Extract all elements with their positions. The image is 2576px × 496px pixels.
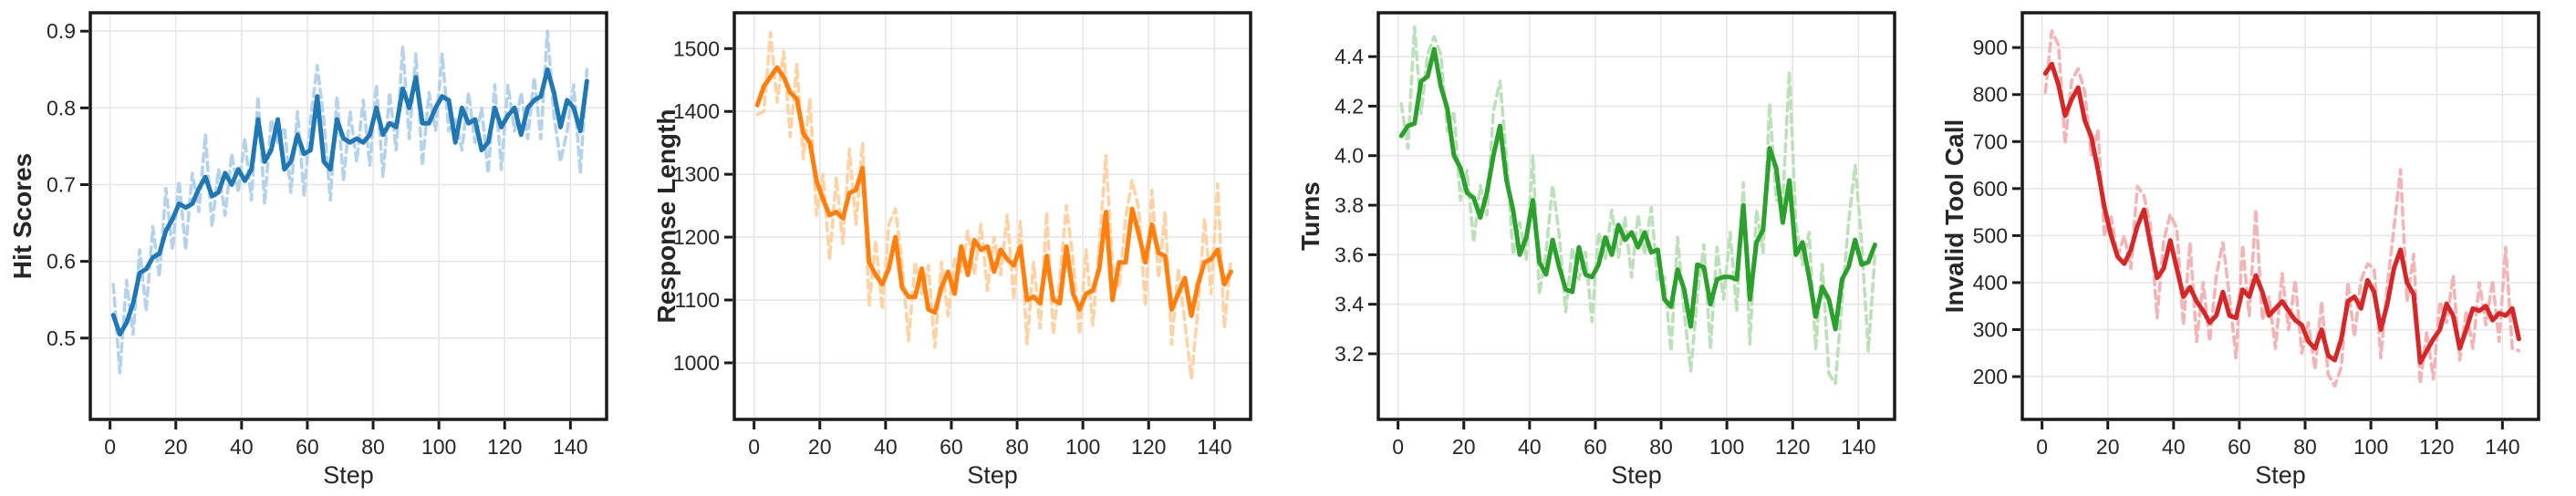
- x-tick-label: 0: [1392, 435, 1404, 459]
- y-tick-label: 3.6: [1335, 243, 1364, 266]
- series-group: [110, 29, 589, 375]
- y-tick-label: 900: [1973, 36, 2008, 59]
- y-tick-label: 600: [1973, 177, 2008, 201]
- series-group: [754, 31, 1233, 381]
- x-tick-label: 80: [1649, 435, 1673, 459]
- x-tick-label: 20: [164, 435, 188, 459]
- y-tick-label: 1000: [673, 351, 720, 375]
- x-tick-label: 60: [2228, 435, 2251, 459]
- x-tick-label: 100: [1709, 435, 1744, 459]
- plot-background: [0, 0, 644, 496]
- gridlines: [734, 13, 1251, 419]
- x-axis-label: Step: [2255, 461, 2306, 489]
- y-tick-label: 3.2: [1335, 342, 1364, 366]
- x-tick-label: 20: [2096, 435, 2120, 459]
- smoothed-series-line: [2042, 61, 2521, 366]
- x-tick-label: 0: [2036, 435, 2048, 459]
- x-tick-label: 100: [421, 435, 456, 459]
- y-tick-label: 0.8: [47, 96, 76, 119]
- plot-border: [732, 11, 1252, 421]
- y-axis-label: Response Length: [652, 109, 680, 324]
- chart-hit-scores: 0 20 40 60 80 100 120 140 0.5 0.6 0.7 0.8 0.9 Step Hit…: [0, 0, 644, 496]
- y-tick-label: 0.6: [47, 250, 76, 274]
- y-tick-label: 4.2: [1335, 94, 1364, 118]
- smoothed-series-line: [110, 67, 589, 337]
- raw-series-line: [755, 31, 1233, 381]
- y-tick-label: 0.7: [47, 172, 76, 196]
- tick-marks: [724, 46, 1216, 429]
- x-tick-label: 120: [487, 435, 522, 459]
- tick-labels: 0 20 40 60 80 100 120 140 3.2 3.4 3.6 3.8 4.0 4.2 4.4: [1335, 45, 1876, 459]
- tick-labels: 0 20 40 60 80 100 120 140 0.5 0.6 0.7 0.8 0.9: [47, 19, 588, 459]
- x-tick-label: 40: [1518, 435, 1542, 459]
- x-tick-label: 140: [1841, 435, 1875, 459]
- chart-invalid-tool-call: 0 20 40 60 80 100 120 140 200 300 400 500 600 700 800 9…: [1932, 0, 2576, 496]
- y-tick-label: 1400: [673, 99, 720, 123]
- x-tick-label: 120: [1131, 435, 1166, 459]
- tick-marks: [1368, 55, 1860, 429]
- x-tick-label: 60: [1584, 435, 1607, 459]
- x-tick-label: 100: [1065, 435, 1100, 459]
- y-tick-label: 4.4: [1335, 45, 1364, 68]
- raw-series-line: [2043, 29, 2521, 388]
- y-tick-label: 0.5: [47, 326, 76, 350]
- y-tick-label: 1200: [673, 225, 720, 249]
- y-tick-label: 3.4: [1335, 293, 1364, 316]
- plot-border: [2020, 11, 2540, 421]
- plot-border: [1376, 11, 1896, 421]
- tick-labels: 0 20 40 60 80 100 120 140 1000 1100 1200 1300 1400 15…: [673, 36, 1232, 459]
- x-axis-label: Step: [1611, 461, 1662, 489]
- series-group: [2042, 29, 2521, 388]
- x-tick-label: 140: [2485, 435, 2519, 459]
- smoothed-series-line: [1398, 46, 1877, 332]
- gridlines: [90, 13, 607, 419]
- x-tick-label: 80: [361, 435, 385, 459]
- x-tick-label: 0: [104, 435, 116, 459]
- y-tick-label: 700: [1973, 129, 2008, 153]
- y-tick-label: 400: [1973, 271, 2008, 294]
- y-tick-label: 300: [1973, 318, 2008, 342]
- y-tick-label: 3.8: [1335, 193, 1364, 217]
- y-axis-label: Invalid Tool Call: [1940, 119, 1968, 314]
- chart-response-length: 0 20 40 60 80 100 120 140 1000 1100 1200 1300 1400 15…: [644, 0, 1288, 496]
- x-tick-label: 60: [940, 435, 963, 459]
- y-tick-label: 0.9: [47, 19, 76, 43]
- x-tick-label: 60: [296, 435, 319, 459]
- x-tick-label: 40: [230, 435, 254, 459]
- raw-series-line: [1399, 25, 1877, 386]
- y-tick-label: 800: [1973, 83, 2008, 107]
- y-tick-label: 500: [1973, 223, 2008, 247]
- x-tick-label: 80: [2293, 435, 2317, 459]
- chart-turns: 0 20 40 60 80 100 120 140 3.2 3.4 3.6 3.8 4.0 4.2 4.4 S…: [1288, 0, 1932, 496]
- y-tick-label: 1100: [675, 288, 720, 312]
- gridlines: [2022, 13, 2539, 419]
- series-group: [1398, 25, 1877, 386]
- x-tick-label: 40: [2162, 435, 2186, 459]
- x-tick-label: 120: [2419, 435, 2454, 459]
- y-axis-label: Hit Scores: [8, 153, 36, 280]
- y-axis-label: Turns: [1296, 181, 1324, 251]
- x-tick-label: 40: [874, 435, 898, 459]
- y-tick-label: 1300: [673, 162, 720, 186]
- x-tick-label: 120: [1775, 435, 1810, 459]
- x-axis-label: Step: [967, 461, 1018, 489]
- tick-labels: 0 20 40 60 80 100 120 140 200 300 400 500 600 700 800 9…: [1973, 36, 2520, 459]
- plot-border: [88, 11, 608, 421]
- y-tick-label: 4.0: [1335, 144, 1364, 168]
- y-tick-label: 200: [1973, 365, 2008, 388]
- x-tick-label: 100: [2353, 435, 2388, 459]
- x-tick-label: 140: [1197, 435, 1231, 459]
- y-tick-label: 1500: [673, 36, 720, 60]
- tick-marks: [2012, 46, 2504, 429]
- x-tick-label: 80: [1005, 435, 1029, 459]
- x-tick-label: 20: [1452, 435, 1476, 459]
- x-tick-label: 140: [553, 435, 587, 459]
- smoothed-series-line: [754, 65, 1233, 318]
- raw-series-line: [111, 29, 589, 375]
- x-tick-label: 20: [808, 435, 832, 459]
- tick-marks: [80, 29, 572, 429]
- x-tick-label: 0: [748, 435, 760, 459]
- x-axis-label: Step: [323, 461, 374, 489]
